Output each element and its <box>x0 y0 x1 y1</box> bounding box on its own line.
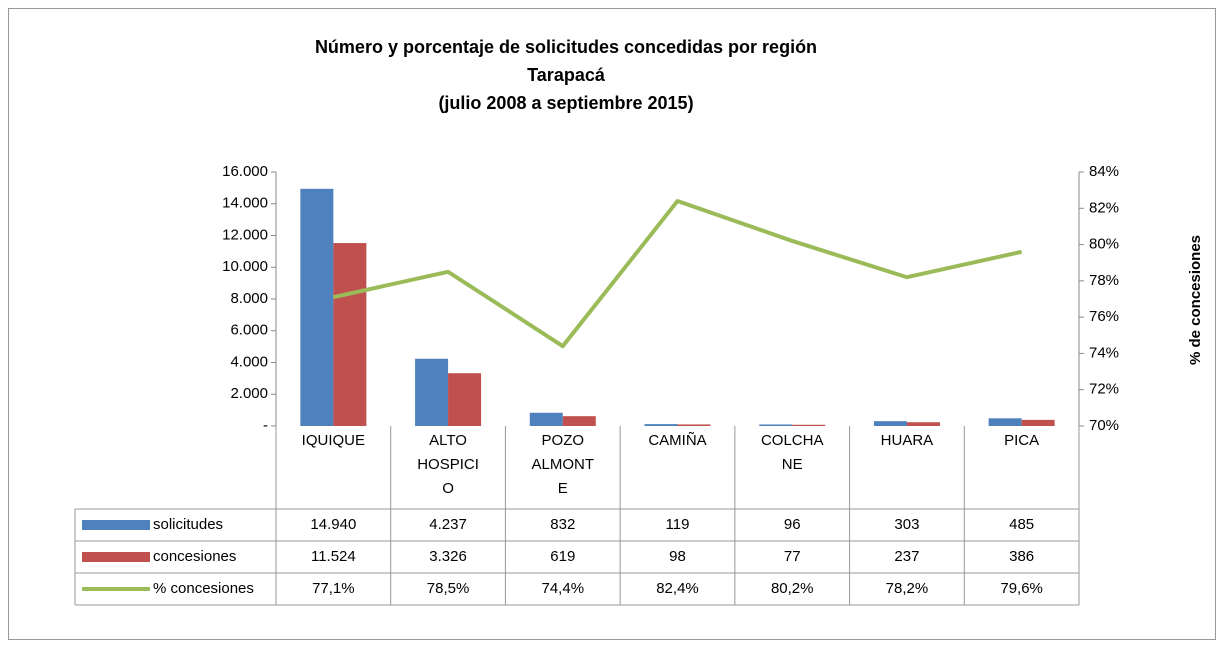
data-label: 79,6% <box>1000 580 1043 597</box>
y2-tick-label: 82% <box>1089 199 1119 216</box>
legend-key <box>82 552 150 562</box>
y2-tick-label: 70% <box>1089 417 1119 434</box>
y2-tick-label: 78% <box>1089 272 1119 289</box>
data-label: 303 <box>894 516 919 533</box>
y2-tick-label: 84% <box>1089 163 1119 180</box>
data-label: 3.326 <box>429 548 467 565</box>
legend-label: solicitudes <box>153 516 223 533</box>
bar <box>873 421 907 426</box>
bar <box>988 418 1022 426</box>
y2-tick-label: 74% <box>1089 344 1119 361</box>
category-label: COLCHANE <box>760 432 824 473</box>
bar <box>333 243 367 426</box>
y-tick-label: 2.000 <box>230 385 268 402</box>
y2-axis-label: % de concesiones <box>1187 235 1204 365</box>
data-label: 77 <box>784 548 801 565</box>
y2-tick-label: 80% <box>1089 236 1119 253</box>
category-label: CAMIÑA <box>648 432 707 449</box>
y-tick-label: 10.000 <box>222 258 268 275</box>
category-label: PICA <box>1004 432 1040 449</box>
data-label: 80,2% <box>771 580 814 597</box>
data-label: 11.524 <box>311 548 356 565</box>
data-label: 14.940 <box>310 516 356 533</box>
y-tick-label: 8.000 <box>230 290 268 307</box>
line <box>332 199 1023 349</box>
data-label: 119 <box>666 516 690 533</box>
bar <box>300 188 334 426</box>
category-label: HUARA <box>880 432 934 449</box>
chart-title: Tarapacá <box>527 65 606 85</box>
y-tick-label: 16.000 <box>222 163 268 180</box>
legend-label: concesiones <box>153 548 236 565</box>
bar <box>415 358 449 426</box>
data-label: 237 <box>894 548 919 565</box>
category-label: POZO ALMONTE <box>531 432 595 497</box>
y2-tick-label: 72% <box>1089 381 1119 398</box>
bar <box>1021 419 1055 426</box>
chart-title: Número y porcentaje de solicitudes conce… <box>315 37 817 57</box>
data-label: 485 <box>1009 516 1034 533</box>
data-label: 96 <box>784 516 801 533</box>
data-label: 78,2% <box>886 580 929 597</box>
data-label: 386 <box>1009 548 1034 565</box>
bar <box>562 416 596 426</box>
data-label: 74,4% <box>542 580 585 597</box>
y-tick-label: 4.000 <box>230 353 268 370</box>
chart-border <box>8 8 1216 640</box>
bar <box>759 424 793 426</box>
bar <box>644 424 678 426</box>
bar <box>677 424 711 426</box>
y-tick-label: 12.000 <box>222 226 268 243</box>
bar <box>792 424 826 426</box>
bar <box>529 412 563 426</box>
category-label: ALTO HOSPICIO <box>417 432 479 497</box>
legend-label: % concesiones <box>153 580 254 597</box>
data-label: 77,1% <box>312 580 355 597</box>
y-tick-label: - <box>263 417 268 434</box>
data-label: 832 <box>550 516 575 533</box>
y2-tick-label: 76% <box>1089 308 1119 325</box>
category-label: IQUIQUE <box>301 432 366 449</box>
bar <box>906 422 940 426</box>
data-label: 82,4% <box>656 580 699 597</box>
data-label: 98 <box>669 548 686 565</box>
data-label: 619 <box>550 548 575 565</box>
y-tick-label: 6.000 <box>230 322 268 339</box>
legend-key <box>82 520 150 530</box>
bar <box>448 373 482 426</box>
data-label: 4.237 <box>429 516 467 533</box>
y-tick-label: 14.000 <box>222 195 268 212</box>
chart-title: (julio 2008 a septiembre 2015) <box>438 93 693 113</box>
data-label: 78,5% <box>427 580 470 597</box>
